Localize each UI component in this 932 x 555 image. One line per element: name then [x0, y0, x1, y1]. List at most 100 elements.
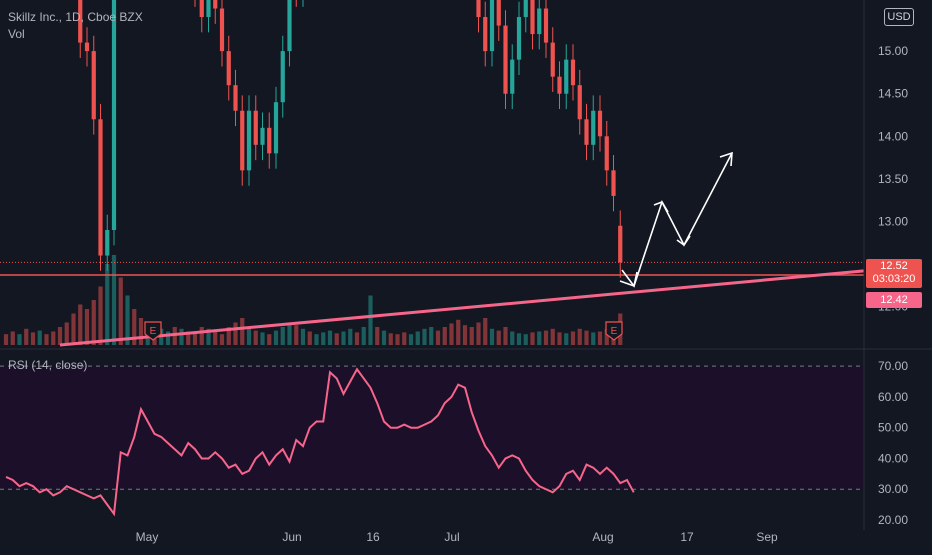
rsi-legend[interactable]: RSI (14, close): [8, 358, 88, 372]
candle-body: [226, 51, 231, 86]
volume-bar: [402, 332, 407, 345]
volume-bar: [57, 327, 63, 345]
volume-bar: [456, 319, 461, 345]
volume-legend[interactable]: Vol: [8, 27, 25, 41]
last-price-label: 12.52: [880, 260, 908, 272]
volume-bar: [105, 264, 110, 345]
volume-bar: [267, 334, 272, 345]
countdown-label: 03:03:20: [872, 273, 916, 285]
candle-body: [246, 110, 252, 171]
rsi-tick-label: 60.00: [878, 390, 908, 404]
ascending-trendline: [59, 269, 865, 347]
volume-bar: [138, 318, 144, 345]
volume-bar: [327, 330, 333, 345]
volume-bar: [415, 331, 420, 345]
volume-bar: [98, 286, 103, 345]
volume-bar: [91, 300, 96, 345]
volume-bar: [530, 332, 535, 345]
volume-bar: [64, 322, 69, 345]
candle-body: [543, 8, 549, 43]
time-tick-label: 16: [366, 530, 380, 544]
rsi-line: [5, 367, 635, 517]
candle-body: [570, 59, 576, 86]
volume-bar: [24, 328, 29, 345]
candle-body: [516, 17, 522, 60]
volume-bar: [280, 327, 285, 345]
volume-bar: [449, 323, 454, 345]
volume-bar: [219, 334, 225, 345]
volume-bar: [334, 333, 339, 345]
candle-body: [510, 59, 515, 94]
candle-body: [618, 225, 623, 263]
volume-layer: [3, 255, 623, 345]
volume-bar: [233, 322, 238, 345]
earnings-marker-label: E: [611, 326, 618, 337]
candle-body: [591, 110, 596, 145]
candle-body: [503, 25, 508, 94]
candle-body: [267, 127, 272, 154]
volume-bar: [483, 318, 488, 345]
volume-bar: [17, 334, 22, 345]
volume-bar: [476, 322, 481, 345]
volume-bar: [192, 332, 198, 345]
symbol-legend[interactable]: Skillz Inc., 1D, Cboe BZX: [8, 10, 143, 24]
volume-bar: [132, 309, 137, 345]
volume-bar: [570, 331, 576, 345]
earnings-marker: [144, 321, 162, 341]
volume-bar: [564, 333, 569, 345]
volume-bar: [341, 331, 346, 345]
rsi-tick-label: 50.00: [878, 421, 908, 435]
volume-bar: [37, 330, 42, 345]
volume-bar: [422, 328, 427, 345]
volume-bar: [388, 333, 393, 345]
volume-bar: [361, 327, 366, 345]
volume-bar: [503, 327, 508, 345]
candle-body: [91, 51, 96, 120]
volume-bar: [260, 332, 265, 345]
projection-arrowhead-a: [619, 271, 638, 288]
volume-bar: [462, 325, 468, 345]
candle-body: [253, 110, 258, 145]
rsi-tick-label: 20.00: [878, 513, 908, 527]
candle-body: [219, 8, 225, 52]
candle-body: [557, 76, 562, 94]
volume-bar: [510, 331, 515, 345]
volume-bar: [375, 327, 380, 345]
candle-body: [496, 0, 501, 26]
volume-bar: [321, 332, 326, 345]
volume-bar: [557, 332, 562, 345]
projection-arrowhead-d: [719, 151, 733, 167]
volume-bar: [172, 327, 177, 345]
candle-body: [78, 0, 83, 43]
volume-bar: [516, 333, 522, 345]
volume-bar: [78, 304, 83, 345]
candle-body: [523, 0, 528, 18]
candle-body: [489, 0, 495, 52]
volume-bar: [543, 330, 549, 345]
currency-button[interactable]: USD: [884, 8, 914, 26]
candle-body: [530, 0, 535, 35]
volume-bar: [213, 331, 218, 345]
volume-bar: [537, 331, 542, 345]
candle-body: [537, 8, 542, 35]
volume-bar: [71, 313, 76, 345]
trendline-price-box: 12.42: [866, 292, 922, 308]
candle-body: [260, 127, 265, 145]
price-tick-label: 14.00: [878, 129, 908, 143]
rsi-band: [0, 366, 864, 490]
price-tick-label: 14.50: [878, 87, 908, 101]
earnings-marker-label: E: [150, 326, 157, 337]
volume-bar: [10, 331, 15, 345]
volume-bar: [550, 328, 555, 345]
volume-bar: [165, 331, 171, 345]
volume-bar: [429, 327, 434, 345]
volume-bar: [44, 334, 49, 345]
candle-body: [577, 85, 582, 120]
projection-arrowhead-c: [676, 235, 691, 247]
volume-bar: [226, 327, 231, 345]
volume-bar: [3, 334, 9, 345]
candle-body: [550, 42, 555, 77]
